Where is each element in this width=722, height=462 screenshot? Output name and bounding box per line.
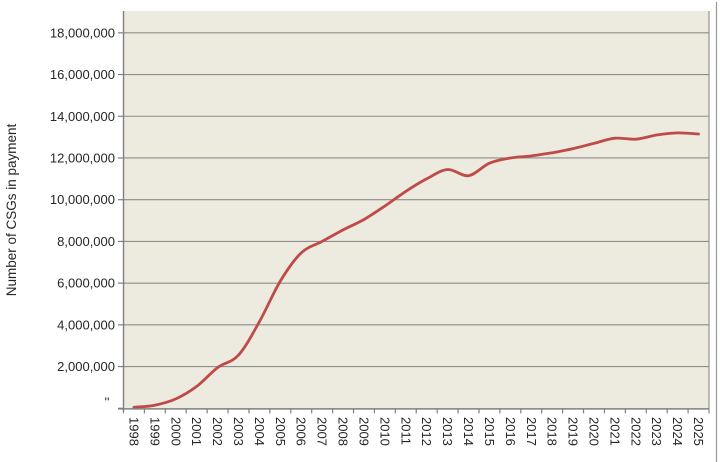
x-tick-label: 2021: [607, 417, 622, 446]
x-tick-label: 2007: [315, 417, 330, 446]
axes: [118, 11, 710, 414]
x-tick-label: 2011: [398, 417, 413, 445]
y-tick-label: 10,000,000: [50, 192, 115, 207]
x-tick-label: 2013: [440, 417, 455, 446]
x-tick-label: 2014: [461, 417, 476, 446]
x-tick-label: 2018: [545, 417, 560, 446]
y-tick-label: 2,000,000: [57, 359, 115, 374]
axis-labels: 18,000,000 16,000,000 14,000,000 12,000,000…: [50, 25, 706, 446]
x-tick-label: 2009: [356, 417, 371, 446]
x-tick-label: 2000: [168, 417, 183, 446]
x-tick-label: 2006: [294, 417, 309, 446]
plot-area: [123, 11, 709, 409]
x-tick-label: 2022: [628, 417, 643, 446]
y-tick-label: 4,000,000: [57, 317, 115, 332]
x-tick-label: 2012: [419, 417, 434, 446]
x-tick-label: 2010: [377, 417, 392, 446]
x-tick-label: 2024: [670, 417, 685, 446]
y-tick-label: 12,000,000: [50, 150, 115, 165]
x-tick-label: 2005: [273, 417, 288, 446]
x-tick-label: 2004: [252, 417, 267, 446]
gridlines: [123, 11, 710, 409]
x-tick-label: 2019: [566, 417, 581, 446]
x-tick-label: 2023: [649, 417, 664, 446]
y-axis-title: Number of CSGs in payment: [4, 123, 19, 296]
x-tick-label: 2015: [482, 417, 497, 446]
x-tick-label: 2017: [524, 417, 539, 446]
data-series: [132, 131, 700, 409]
x-tick-label: 1999: [147, 417, 162, 446]
x-tick-label: 2008: [336, 417, 351, 446]
csg-line-series: [132, 131, 700, 409]
x-tick-label: 2025: [691, 417, 706, 446]
x-tick-label: 2003: [231, 417, 246, 446]
y-tick-label: 6,000,000: [57, 276, 115, 291]
y-tick-label: 14,000,000: [50, 109, 115, 124]
y-tick-label: 8,000,000: [57, 234, 115, 249]
x-tick-label: 2002: [210, 417, 225, 446]
x-tick-label: 2016: [503, 417, 518, 446]
y-zero-label: '': [105, 395, 110, 410]
y-tick-label: 16,000,000: [50, 67, 115, 82]
x-tick-label: 2001: [189, 417, 204, 446]
y-tick-label: 18,000,000: [50, 25, 115, 40]
x-tick-label: 1998: [126, 417, 141, 446]
x-tick-label: 2020: [586, 417, 601, 446]
